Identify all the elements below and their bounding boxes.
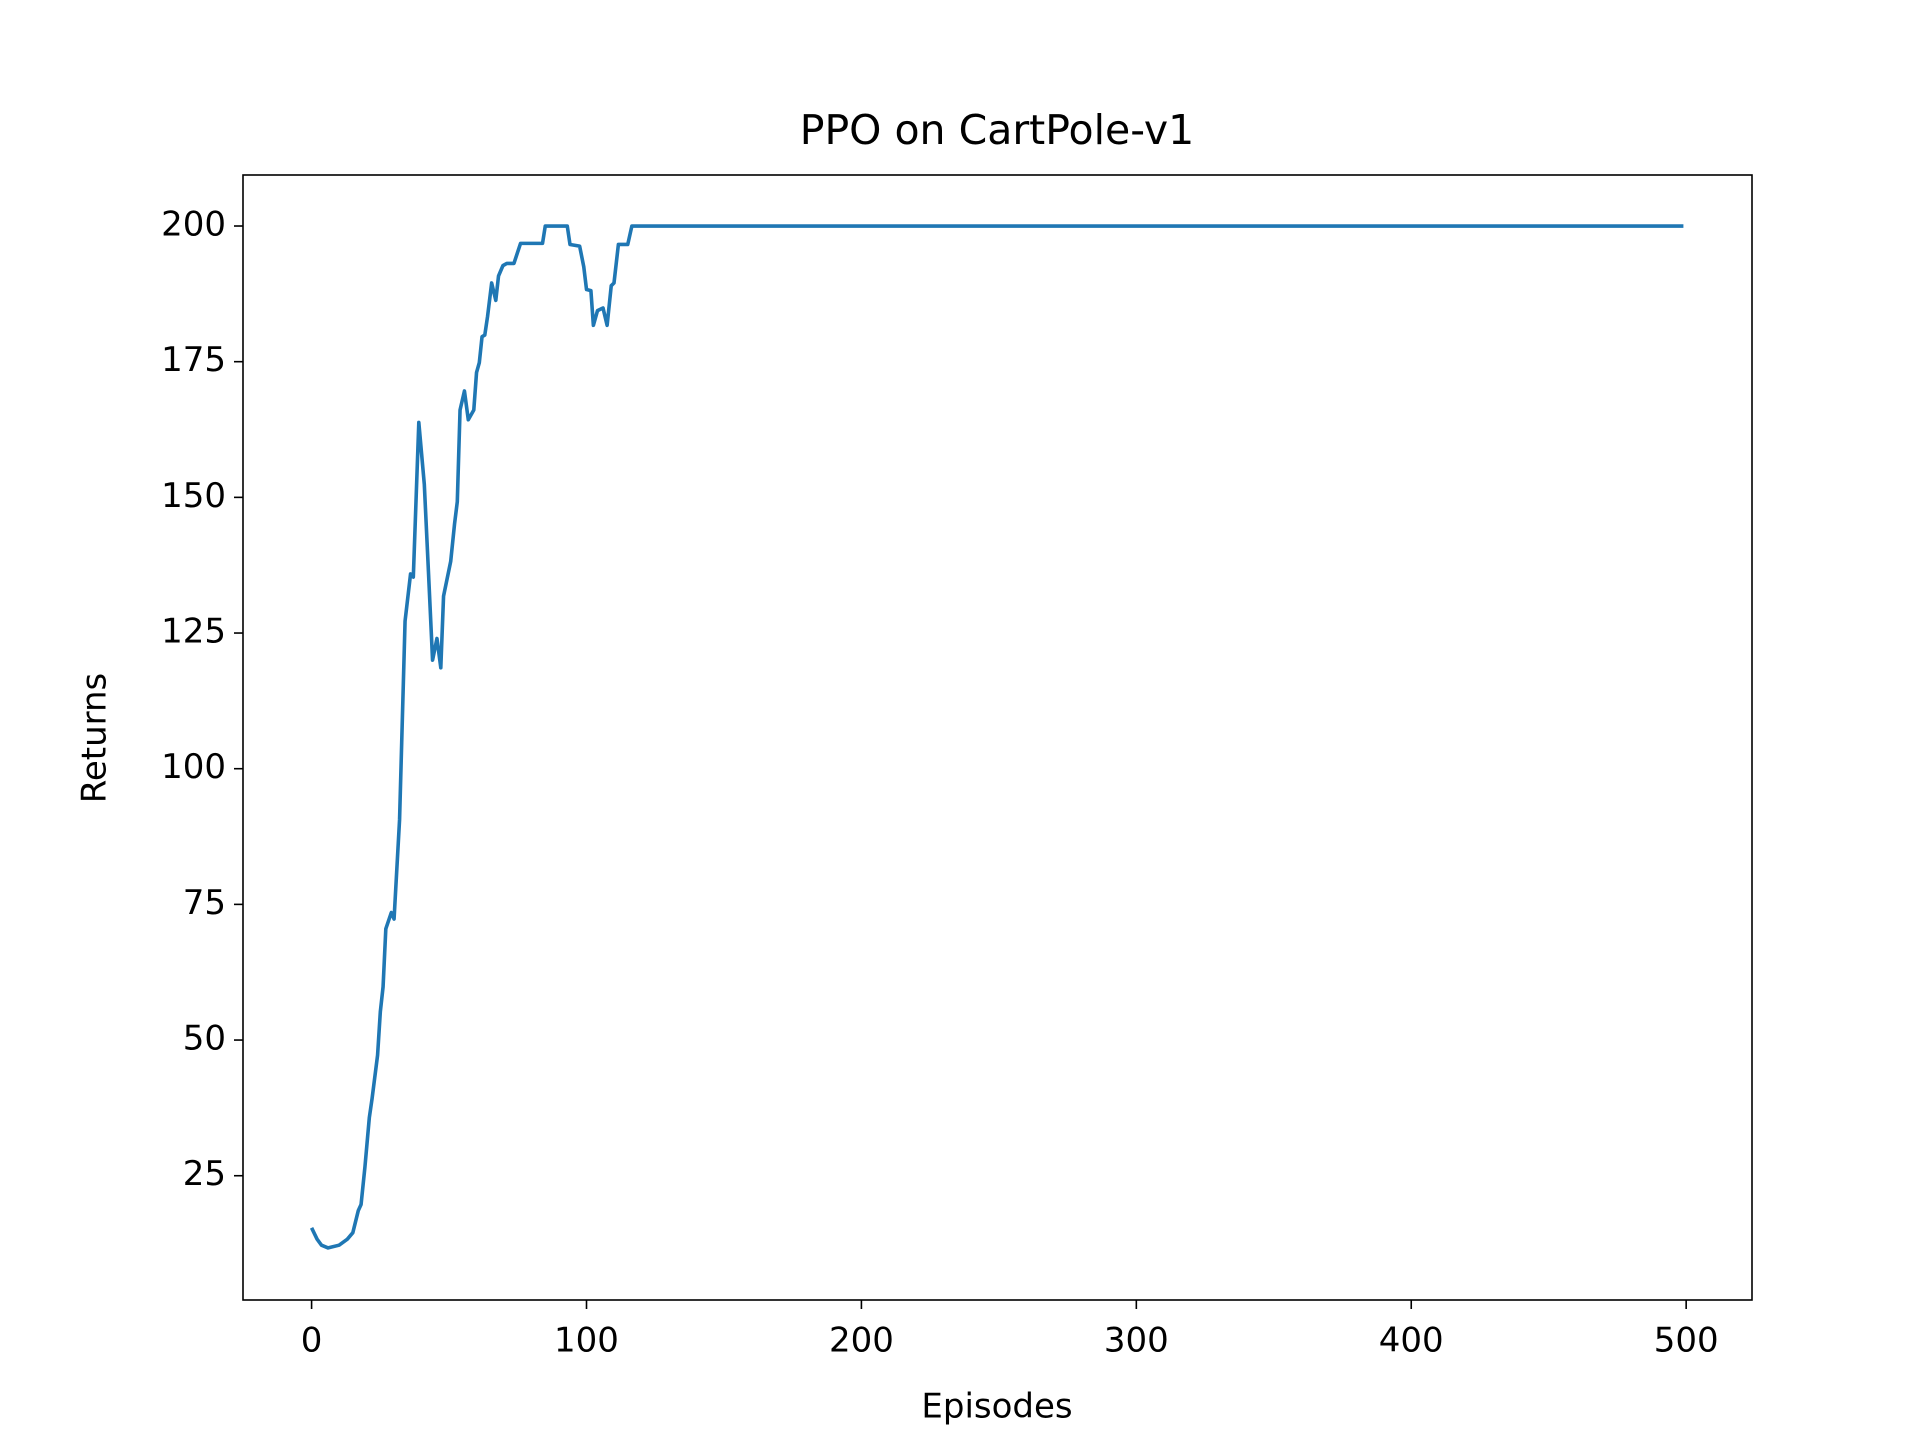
y-tick-label: 175	[161, 340, 226, 380]
x-tick-label: 100	[554, 1321, 619, 1361]
y-axis-label: Returns	[75, 673, 115, 804]
y-tick-label: 200	[161, 205, 226, 245]
y-tick-label: 150	[161, 476, 226, 516]
y-tick-label: 125	[161, 612, 226, 652]
data-line	[309, 224, 1684, 1250]
x-tick-label: 400	[1379, 1321, 1444, 1361]
x-tick-label: 500	[1654, 1321, 1719, 1361]
y-tick-label: 50	[183, 1019, 226, 1059]
x-tick-label: 300	[1104, 1321, 1169, 1361]
y-tick-label: 75	[183, 883, 226, 923]
x-tick-label: 200	[829, 1321, 894, 1361]
plot-frame	[242, 174, 1753, 1301]
y-tick-label: 25	[183, 1154, 226, 1194]
x-axis-label: Episodes	[921, 1387, 1072, 1427]
y-tick-label: 100	[161, 747, 226, 787]
chart-title: PPO on CartPole-v1	[800, 106, 1195, 154]
x-tick-label: 0	[301, 1321, 323, 1361]
